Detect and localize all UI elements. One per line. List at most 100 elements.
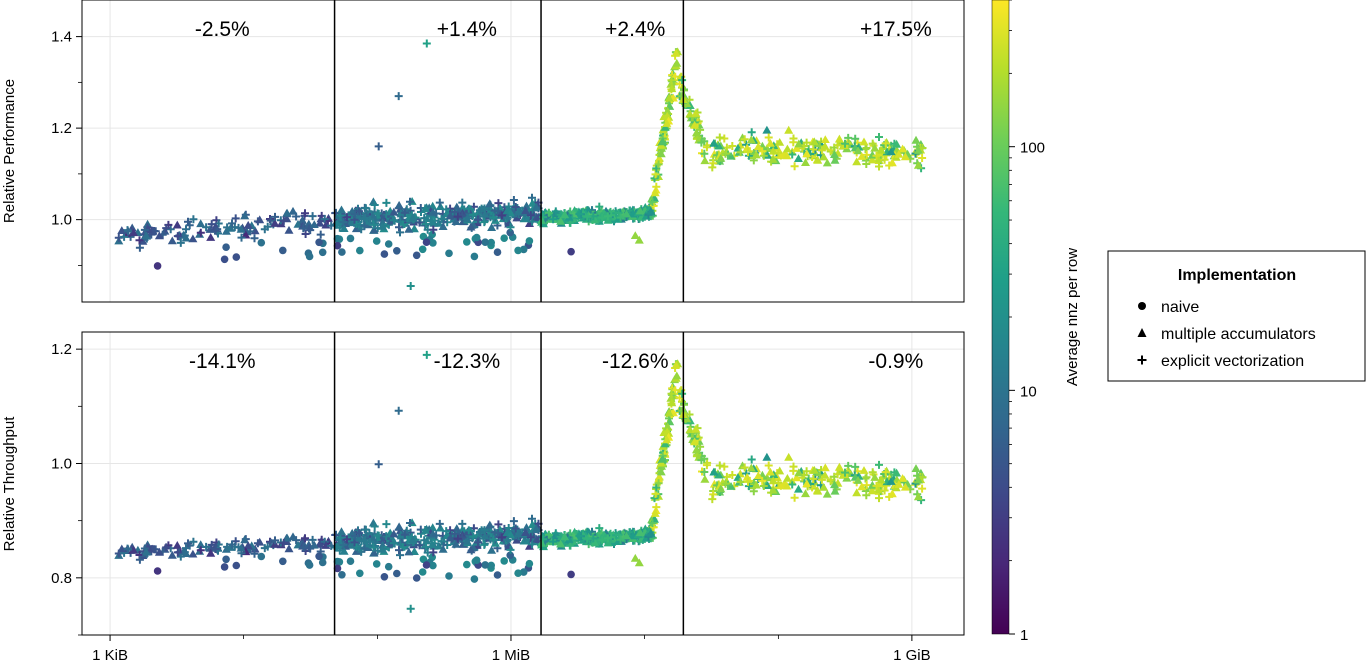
point-explicit-vectorization bbox=[758, 476, 767, 485]
point-multiple-accumulators bbox=[801, 489, 810, 498]
point-multiple-accumulators bbox=[887, 489, 897, 498]
point-multiple-accumulators bbox=[820, 471, 830, 479]
point-multiple-accumulators bbox=[656, 149, 666, 158]
point-explicit-vectorization bbox=[442, 205, 451, 214]
point-explicit-vectorization bbox=[513, 525, 522, 534]
point-naive bbox=[422, 561, 431, 569]
point-multiple-accumulators bbox=[894, 480, 904, 488]
point-explicit-vectorization bbox=[603, 212, 612, 221]
point-multiple-accumulators bbox=[527, 520, 537, 529]
point-explicit-vectorization bbox=[202, 223, 211, 232]
point-naive bbox=[500, 557, 509, 565]
point-multiple-accumulators bbox=[911, 135, 921, 144]
point-multiple-accumulators bbox=[691, 424, 701, 433]
point-explicit-vectorization bbox=[390, 539, 398, 548]
point-multiple-accumulators bbox=[663, 422, 673, 431]
point-naive bbox=[418, 245, 427, 254]
point-multiple-accumulators bbox=[369, 225, 379, 234]
point-explicit-vectorization bbox=[469, 210, 478, 219]
point-explicit-vectorization bbox=[173, 548, 182, 557]
point-explicit-vectorization bbox=[406, 604, 415, 613]
point-explicit-vectorization bbox=[595, 524, 604, 533]
point-explicit-vectorization bbox=[395, 223, 403, 232]
point-multiple-accumulators bbox=[876, 145, 886, 154]
point-explicit-vectorization bbox=[458, 533, 467, 542]
point-multiple-accumulators bbox=[830, 150, 839, 158]
point-multiple-accumulators bbox=[422, 214, 432, 223]
point-multiple-accumulators bbox=[690, 437, 700, 446]
point-explicit-vectorization bbox=[316, 230, 325, 239]
point-explicit-vectorization bbox=[361, 535, 370, 544]
point-naive bbox=[506, 228, 514, 237]
point-naive bbox=[220, 255, 229, 264]
point-explicit-vectorization bbox=[361, 204, 370, 213]
point-multiple-accumulators bbox=[462, 536, 472, 545]
point-multiple-accumulators bbox=[809, 465, 819, 474]
point-multiple-accumulators bbox=[802, 149, 812, 158]
colorbar-label: Average nnz per row bbox=[1064, 248, 1081, 386]
point-multiple-accumulators bbox=[315, 218, 325, 227]
point-naive bbox=[318, 248, 327, 257]
point-multiple-accumulators bbox=[531, 202, 541, 211]
point-multiple-accumulators bbox=[603, 538, 613, 547]
point-explicit-vectorization bbox=[370, 522, 379, 531]
point-multiple-accumulators bbox=[709, 467, 719, 476]
point-multiple-accumulators bbox=[857, 482, 867, 491]
point-explicit-vectorization bbox=[373, 531, 382, 540]
point-multiple-accumulators bbox=[408, 213, 418, 222]
point-explicit-vectorization bbox=[862, 481, 871, 490]
point-explicit-vectorization bbox=[166, 225, 175, 234]
point-explicit-vectorization bbox=[299, 224, 308, 233]
point-multiple-accumulators bbox=[556, 539, 566, 548]
point-explicit-vectorization bbox=[841, 139, 849, 148]
point-multiple-accumulators bbox=[309, 540, 319, 549]
colorbar-tick-label: 10 bbox=[1020, 383, 1037, 400]
point-multiple-accumulators bbox=[794, 468, 804, 477]
point-explicit-vectorization bbox=[351, 532, 360, 541]
point-explicit-vectorization bbox=[260, 544, 269, 553]
point-explicit-vectorization bbox=[758, 147, 767, 156]
point-explicit-vectorization bbox=[422, 39, 431, 48]
point-multiple-accumulators bbox=[434, 218, 444, 227]
colorbar-tick-label: 1 bbox=[1020, 627, 1028, 644]
point-multiple-accumulators bbox=[654, 154, 664, 162]
point-explicit-vectorization bbox=[464, 204, 473, 213]
x-tick-label: 1 MiB bbox=[492, 647, 530, 664]
point-explicit-vectorization bbox=[211, 545, 220, 553]
point-explicit-vectorization bbox=[360, 544, 369, 553]
point-explicit-vectorization bbox=[700, 468, 709, 476]
point-naive bbox=[393, 247, 401, 255]
y-tick-label: 1.4 bbox=[51, 29, 72, 46]
point-multiple-accumulators bbox=[801, 158, 810, 166]
point-multiple-accumulators bbox=[782, 481, 792, 490]
point-explicit-vectorization bbox=[880, 486, 889, 495]
point-naive bbox=[463, 238, 471, 246]
point-multiple-accumulators bbox=[560, 210, 570, 219]
point-multiple-accumulators bbox=[304, 219, 314, 228]
point-explicit-vectorization bbox=[320, 215, 329, 224]
point-explicit-vectorization bbox=[504, 202, 513, 211]
point-explicit-vectorization bbox=[374, 460, 383, 469]
point-naive bbox=[419, 555, 428, 564]
point-multiple-accumulators bbox=[820, 463, 830, 472]
point-explicit-vectorization bbox=[747, 455, 756, 464]
point-explicit-vectorization bbox=[406, 282, 415, 290]
point-naive bbox=[153, 262, 162, 270]
point-multiple-accumulators bbox=[751, 480, 761, 489]
point-multiple-accumulators bbox=[206, 548, 216, 557]
point-multiple-accumulators bbox=[284, 544, 294, 553]
point-explicit-vectorization bbox=[453, 534, 462, 543]
point-multiple-accumulators bbox=[172, 220, 182, 229]
point-multiple-accumulators bbox=[409, 224, 419, 233]
point-naive bbox=[481, 561, 490, 569]
point-naive bbox=[472, 233, 481, 242]
point-multiple-accumulators bbox=[404, 224, 414, 233]
point-explicit-vectorization bbox=[918, 154, 927, 162]
point-naive bbox=[153, 567, 162, 575]
point-naive bbox=[519, 245, 528, 254]
point-multiple-accumulators bbox=[321, 541, 331, 549]
point-explicit-vectorization bbox=[422, 350, 431, 359]
legend-marker-circle bbox=[1138, 302, 1146, 310]
point-explicit-vectorization bbox=[789, 466, 798, 475]
